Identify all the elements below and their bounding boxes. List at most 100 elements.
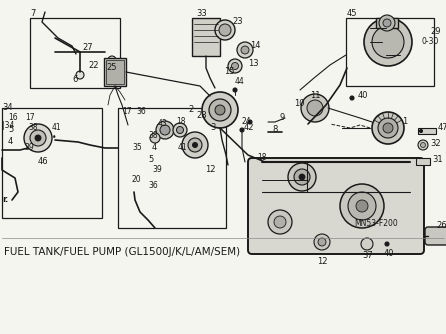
Text: 26: 26 — [437, 220, 446, 229]
Circle shape — [383, 123, 393, 133]
Text: 4: 4 — [152, 144, 157, 153]
Circle shape — [301, 94, 329, 122]
Text: 25: 25 — [106, 62, 116, 71]
Text: 36: 36 — [136, 108, 146, 117]
Circle shape — [294, 169, 310, 185]
Text: 4: 4 — [8, 138, 13, 147]
Circle shape — [76, 71, 84, 79]
Circle shape — [318, 238, 326, 246]
FancyBboxPatch shape — [425, 227, 446, 245]
Text: r.: r. — [2, 195, 8, 204]
Circle shape — [361, 238, 373, 250]
Text: 20: 20 — [132, 175, 142, 184]
Circle shape — [188, 138, 202, 152]
Text: 15: 15 — [224, 66, 235, 75]
Text: 39: 39 — [24, 144, 34, 153]
Circle shape — [372, 112, 404, 144]
Text: 36: 36 — [148, 180, 158, 189]
Bar — [106, 60, 124, 84]
Text: •: • — [52, 134, 57, 143]
Circle shape — [420, 130, 422, 133]
Circle shape — [356, 200, 368, 212]
Bar — [2, 108, 102, 218]
Text: 41: 41 — [178, 144, 188, 153]
Text: 42: 42 — [244, 124, 255, 133]
Text: 33: 33 — [196, 9, 207, 18]
Text: 6: 6 — [72, 75, 77, 85]
Text: 37: 37 — [362, 252, 373, 261]
Circle shape — [350, 96, 354, 100]
Bar — [346, 18, 434, 86]
Text: 5: 5 — [8, 126, 13, 135]
Circle shape — [418, 140, 428, 150]
Circle shape — [219, 24, 231, 36]
Bar — [192, 18, 220, 56]
Text: 12: 12 — [205, 166, 215, 174]
Text: 23: 23 — [232, 17, 243, 26]
Circle shape — [156, 121, 174, 139]
Text: |34: |34 — [2, 122, 14, 131]
Circle shape — [268, 210, 292, 234]
Text: 11: 11 — [310, 92, 321, 101]
Circle shape — [24, 124, 52, 152]
Bar — [30, 18, 120, 88]
Circle shape — [202, 92, 238, 128]
Circle shape — [228, 59, 242, 73]
Circle shape — [108, 56, 116, 64]
Text: 17: 17 — [122, 108, 132, 117]
Circle shape — [379, 15, 395, 31]
Circle shape — [385, 242, 389, 246]
Text: 38: 38 — [28, 124, 37, 133]
Text: 31: 31 — [432, 156, 442, 165]
Text: 35: 35 — [132, 144, 142, 153]
Circle shape — [274, 216, 286, 228]
Text: 27: 27 — [82, 42, 93, 51]
Text: 40: 40 — [358, 92, 368, 101]
Circle shape — [233, 88, 237, 92]
Text: 18: 18 — [176, 118, 186, 127]
Bar — [416, 158, 430, 165]
Circle shape — [240, 128, 244, 132]
Text: 7: 7 — [30, 9, 35, 18]
Circle shape — [314, 234, 330, 250]
Circle shape — [160, 125, 170, 135]
Text: 41: 41 — [52, 124, 62, 133]
Circle shape — [364, 18, 412, 66]
Circle shape — [30, 130, 46, 146]
Text: 18: 18 — [257, 153, 267, 162]
Bar — [418, 128, 436, 134]
Circle shape — [182, 132, 208, 158]
Text: 32: 32 — [430, 139, 441, 148]
Circle shape — [150, 133, 160, 143]
Circle shape — [421, 143, 425, 148]
Text: 22: 22 — [88, 61, 99, 70]
Bar — [118, 108, 226, 228]
Text: 24: 24 — [242, 118, 252, 127]
Circle shape — [35, 135, 41, 141]
Circle shape — [241, 46, 249, 54]
Text: 0-30: 0-30 — [422, 37, 439, 46]
Text: 3: 3 — [210, 124, 215, 133]
Text: 9: 9 — [280, 114, 285, 123]
Text: FUEL TANK/FUEL PUMP (GL1500J/K/L/AM/SEM): FUEL TANK/FUEL PUMP (GL1500J/K/L/AM/SEM) — [4, 247, 240, 257]
Circle shape — [231, 62, 239, 69]
FancyBboxPatch shape — [248, 158, 424, 254]
Circle shape — [372, 26, 404, 58]
Text: 5: 5 — [148, 156, 153, 165]
Circle shape — [177, 127, 183, 134]
Text: 13: 13 — [248, 59, 259, 68]
Text: 46: 46 — [38, 158, 49, 167]
Circle shape — [307, 100, 323, 116]
Circle shape — [215, 20, 235, 40]
Text: 2: 2 — [188, 106, 193, 115]
Circle shape — [383, 19, 391, 27]
Text: 29: 29 — [430, 27, 441, 36]
Text: 40: 40 — [384, 249, 395, 259]
Text: 10: 10 — [294, 100, 305, 109]
Bar — [104, 58, 126, 86]
Text: 14: 14 — [250, 41, 260, 50]
Text: 38: 38 — [148, 131, 157, 140]
Text: 17: 17 — [25, 114, 35, 123]
Text: 43: 43 — [158, 119, 168, 128]
Circle shape — [348, 192, 376, 220]
